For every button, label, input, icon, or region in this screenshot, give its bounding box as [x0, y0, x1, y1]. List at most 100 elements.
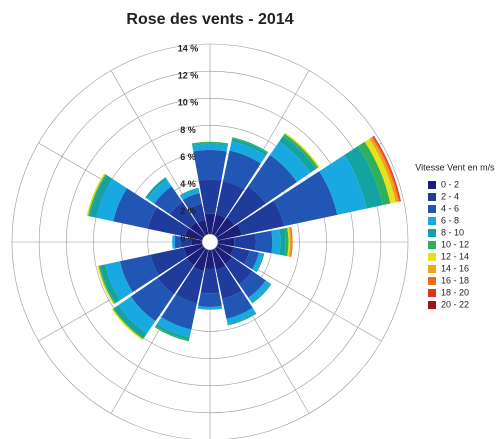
legend-swatch — [428, 193, 436, 201]
y-tick-label: 14 % — [178, 43, 199, 53]
wedge-segment — [99, 264, 121, 304]
wedge-segment — [154, 326, 190, 342]
wedge-segment — [183, 243, 204, 257]
wedge-segment — [118, 296, 156, 334]
wedge-segment — [193, 149, 227, 181]
legend-swatch — [428, 241, 436, 249]
legend-swatch — [428, 289, 436, 297]
wedge-segment — [198, 292, 222, 307]
wedge-segment — [222, 290, 253, 319]
wedge-segment — [215, 181, 244, 219]
wedge-segment — [223, 150, 261, 190]
wedge-segment — [284, 227, 289, 257]
wedge-segment — [89, 174, 113, 218]
y-tick-label: 10 % — [178, 98, 199, 108]
wedge-segment — [112, 308, 144, 340]
wedge-segment — [269, 141, 311, 183]
y-tick-label: 2 % — [180, 206, 196, 216]
wedge-segment — [357, 141, 391, 206]
wedge-segment — [232, 137, 269, 154]
legend-label: 4 - 6 — [441, 203, 459, 213]
wedge-segment — [188, 203, 206, 223]
y-tick-label: 4 % — [180, 179, 196, 189]
wedge-segment — [200, 268, 220, 294]
wedge-segment — [191, 141, 229, 145]
legend-label: 14 - 16 — [441, 263, 469, 273]
wedge-segment — [252, 252, 263, 272]
legend-swatch — [428, 301, 436, 309]
legend-label: 12 - 14 — [441, 251, 469, 261]
wedge-segment — [105, 261, 133, 301]
wedge-segment — [283, 133, 319, 169]
wedge-segment — [248, 154, 298, 204]
wedge-segment — [239, 271, 266, 298]
wedge-segment — [287, 227, 290, 257]
wedge-segment — [198, 179, 222, 215]
legend-swatch — [428, 217, 436, 225]
wedge-segment — [231, 138, 268, 156]
wedge-segment — [193, 248, 209, 272]
center-hole — [201, 233, 219, 251]
grid-ring — [38, 70, 382, 414]
wedge-segment — [279, 228, 286, 256]
wedge-segment — [227, 312, 257, 326]
wedge-segment — [216, 243, 234, 256]
grid-ring — [11, 43, 409, 439]
wedge-segment — [180, 189, 200, 200]
wedge-segment — [155, 323, 190, 341]
y-tick-label: 0 % — [180, 233, 196, 243]
wedge-segment — [184, 228, 204, 241]
legend-label: 16 - 18 — [441, 275, 469, 285]
wedge-segment — [119, 254, 159, 293]
legend-label: 0 - 2 — [441, 179, 459, 189]
wedge-segment — [211, 248, 226, 270]
wedge-segment — [229, 141, 267, 164]
wedge-segment — [244, 250, 259, 270]
wedge-segment — [216, 224, 242, 241]
wedge-segment — [369, 137, 399, 203]
wedge-segment — [271, 229, 281, 255]
wedge-segment — [197, 219, 209, 236]
legend-swatch — [428, 229, 436, 237]
y-tick-label: 8 % — [180, 125, 196, 135]
legend-swatch — [428, 265, 436, 273]
wedge-segment — [186, 246, 206, 266]
wedge-segment — [86, 173, 106, 216]
wedge-segment — [226, 307, 256, 325]
wedge-segment — [226, 186, 266, 226]
wedge-segment — [364, 138, 396, 204]
wedge-segment — [251, 283, 272, 304]
wedge-segment — [248, 280, 271, 303]
wedge-segment — [230, 247, 250, 265]
legend-swatch — [428, 181, 436, 189]
wedge-segment — [319, 154, 367, 215]
wedge-segment — [211, 214, 226, 236]
wedge-segment — [150, 247, 188, 276]
wedge-segment — [214, 246, 233, 265]
wedge-segment — [197, 305, 223, 310]
wedge-segment — [255, 230, 273, 254]
wedge-segment — [214, 217, 235, 238]
y-tick-label: 6 % — [180, 152, 196, 162]
wedge-segment — [130, 278, 174, 322]
grid-ring — [93, 125, 327, 359]
wedge-segment — [97, 265, 115, 305]
wedge-segment — [284, 132, 320, 168]
legend-label: 10 - 12 — [441, 239, 469, 249]
wedge-segment — [147, 179, 172, 204]
legend-label: 8 - 10 — [441, 227, 464, 237]
wedge-segment — [180, 236, 192, 248]
wedge-segment — [237, 200, 285, 236]
wedge-segment — [182, 193, 202, 210]
wedge-segment — [113, 305, 147, 339]
wedge-segment — [161, 294, 197, 330]
wedge-segment — [217, 237, 235, 247]
wedge-segment — [169, 201, 197, 229]
wedge-segment — [172, 235, 176, 249]
wedge-segment — [289, 227, 293, 257]
wedge-segment — [279, 135, 317, 173]
wedge-segment — [179, 187, 199, 197]
wedge-segment — [113, 188, 157, 229]
wedge-segment — [154, 186, 183, 215]
